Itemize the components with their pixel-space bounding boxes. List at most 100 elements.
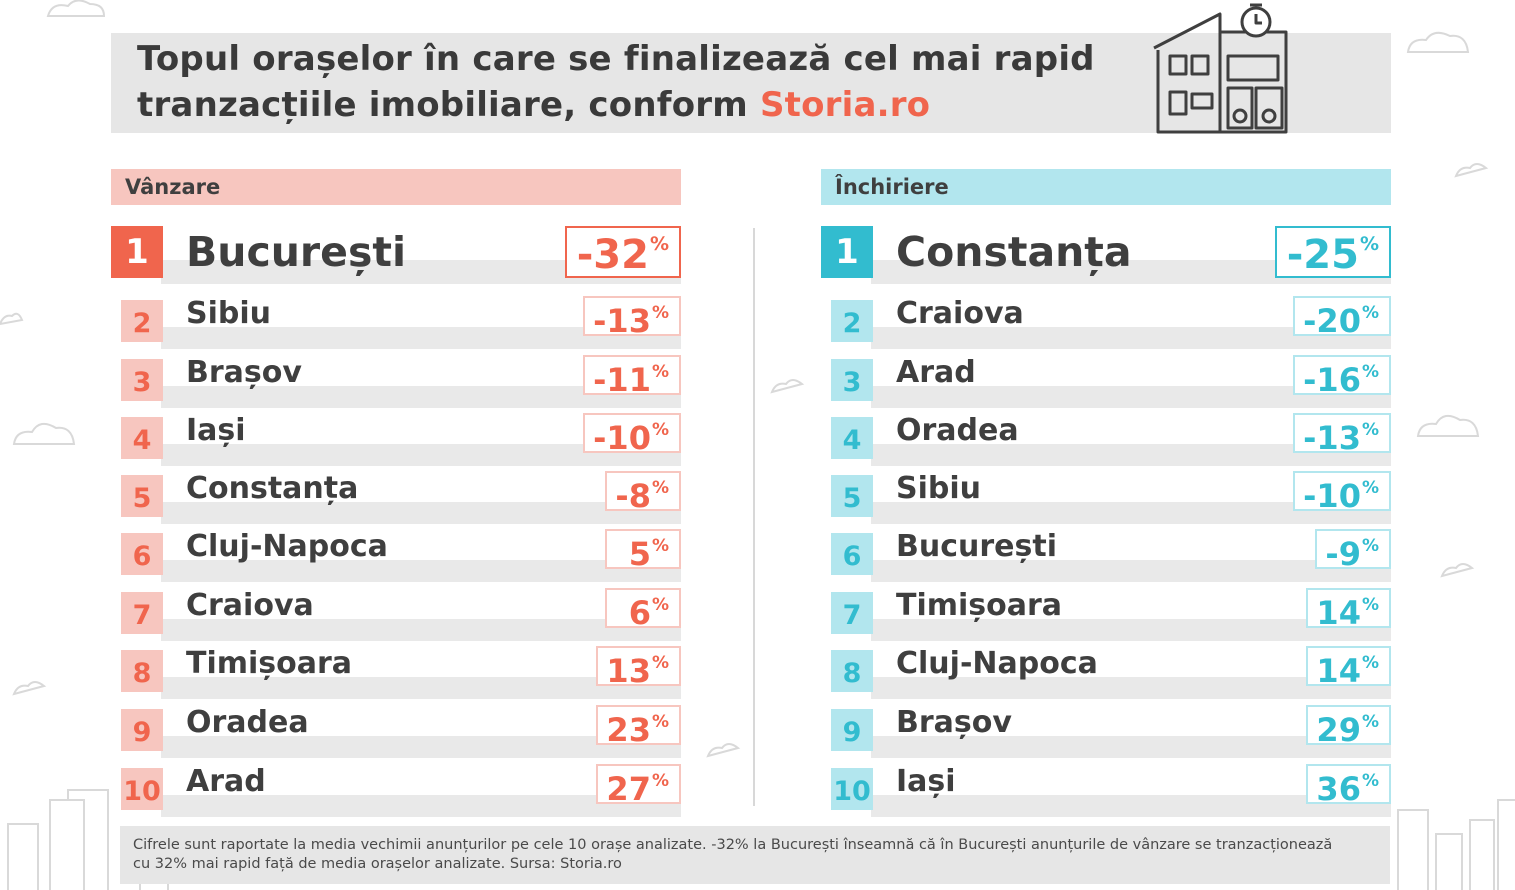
- percent-value: -10: [593, 419, 651, 457]
- row-band: [871, 795, 1391, 817]
- city-name: Iași: [186, 413, 246, 448]
- city-name: Sibiu: [186, 296, 272, 331]
- title-brand: Storia.ro: [759, 85, 931, 125]
- percent-unit: %: [1361, 478, 1379, 498]
- rent-row-6: 6 București -9%: [821, 525, 1391, 582]
- percent-unit: %: [651, 771, 669, 791]
- percent-unit: %: [651, 653, 669, 673]
- row-band: [871, 327, 1391, 349]
- row-band: [161, 560, 681, 582]
- percent-box: -11%: [583, 355, 681, 399]
- footnote-box: [120, 826, 1390, 884]
- city-name: Craiova: [896, 296, 1024, 331]
- sale-row-8: 8 Timișoara 13%: [111, 642, 681, 699]
- percent-box: 14%: [1306, 646, 1391, 690]
- percent-box: -32%: [565, 226, 681, 278]
- percent-value: -25: [1286, 232, 1359, 278]
- sale-row-1: 1 București -32%: [111, 226, 681, 284]
- percent-value: 23: [606, 711, 651, 749]
- row-band: [161, 619, 681, 641]
- percent-value: 29: [1316, 711, 1361, 749]
- sale-section-header: Vânzare: [111, 169, 681, 205]
- sale-row-5: 5 Constanța -8%: [111, 467, 681, 524]
- percent-unit: %: [1361, 595, 1379, 615]
- percent-unit: %: [1359, 233, 1379, 255]
- rank-badge: 2: [121, 300, 163, 342]
- row-band: [161, 327, 681, 349]
- percent-value: -11: [593, 361, 651, 399]
- row-band: [871, 444, 1391, 466]
- percent-box: -25%: [1275, 226, 1391, 278]
- percent-value: -13: [593, 302, 651, 340]
- percent-box: 27%: [596, 764, 681, 808]
- sale-row-4: 4 Iași -10%: [111, 409, 681, 466]
- rank-badge: 4: [831, 417, 873, 459]
- rank-badge: 8: [831, 650, 873, 692]
- percent-box: -8%: [605, 471, 681, 515]
- percent-value: -8: [615, 477, 651, 515]
- percent-box: -16%: [1293, 355, 1391, 399]
- rank-badge: 5: [831, 475, 873, 517]
- rent-row-3: 3 Arad -16%: [821, 351, 1391, 408]
- cloud-icon: [0, 0, 1489, 758]
- percent-unit: %: [651, 595, 669, 615]
- row-band: [871, 619, 1391, 641]
- footnote-text: Cifrele sunt raportate la media vechimii…: [133, 837, 1333, 872]
- percent-value: 14: [1316, 652, 1361, 690]
- rank-badge: 7: [121, 592, 163, 634]
- percent-value: 36: [1316, 770, 1361, 808]
- rank-badge: 10: [831, 768, 873, 810]
- percent-value: 27: [606, 770, 651, 808]
- percent-unit: %: [651, 303, 669, 323]
- city-name: Cluj-Napoca: [186, 529, 388, 564]
- percent-unit: %: [1361, 653, 1379, 673]
- percent-unit: %: [1361, 771, 1379, 791]
- rank-badge: 6: [121, 533, 163, 575]
- percent-value: -10: [1303, 477, 1361, 515]
- rent-row-5: 5 Sibiu -10%: [821, 467, 1391, 524]
- rank-badge: 8: [121, 650, 163, 692]
- percent-unit: %: [651, 478, 669, 498]
- house-stopwatch-icon: [1153, 3, 1288, 134]
- city-name: Timișoara: [896, 588, 1063, 623]
- percent-box: 5%: [605, 529, 681, 573]
- percent-unit: %: [651, 362, 669, 382]
- percent-value: -32: [576, 232, 649, 278]
- rank-badge: 9: [831, 709, 873, 751]
- percent-box: 14%: [1306, 588, 1391, 632]
- percent-box: 13%: [596, 646, 681, 690]
- row-band: [161, 444, 681, 466]
- rent-section-label: Închiriere: [835, 175, 949, 199]
- city-name: Oradea: [186, 705, 309, 740]
- city-name: Craiova: [186, 588, 314, 623]
- percent-box: -9%: [1315, 529, 1391, 573]
- row-band: [161, 502, 681, 524]
- rank-badge: 4: [121, 417, 163, 459]
- rent-row-2: 2 Craiova -20%: [821, 292, 1391, 349]
- percent-box: -10%: [583, 413, 681, 457]
- sale-row-10: 10 Arad 27%: [111, 760, 681, 817]
- percent-box: 36%: [1306, 764, 1391, 808]
- percent-unit: %: [1361, 420, 1379, 440]
- row-band: [871, 386, 1391, 408]
- city-name: Constanța: [896, 228, 1132, 276]
- sale-section-label: Vânzare: [125, 175, 221, 199]
- sale-row-2: 2 Sibiu -13%: [111, 292, 681, 349]
- rank-badge: 7: [831, 592, 873, 634]
- header-banner: [111, 33, 1391, 133]
- percent-value: -13: [1303, 419, 1361, 457]
- percent-unit: %: [1361, 303, 1379, 323]
- percent-value: 6: [628, 594, 651, 632]
- city-name: București: [896, 529, 1057, 564]
- city-name: Brașov: [896, 705, 1012, 740]
- city-name: Arad: [896, 355, 976, 390]
- rent-row-9: 9 Brașov 29%: [821, 701, 1391, 758]
- percent-value: 13: [606, 652, 651, 690]
- row-band: [161, 677, 681, 699]
- city-name: Timișoara: [186, 646, 353, 681]
- rank-badge: 1: [111, 226, 163, 278]
- city-skyline: [7, 789, 1515, 890]
- percent-unit: %: [1361, 362, 1379, 382]
- rank-badge: 5: [121, 475, 163, 517]
